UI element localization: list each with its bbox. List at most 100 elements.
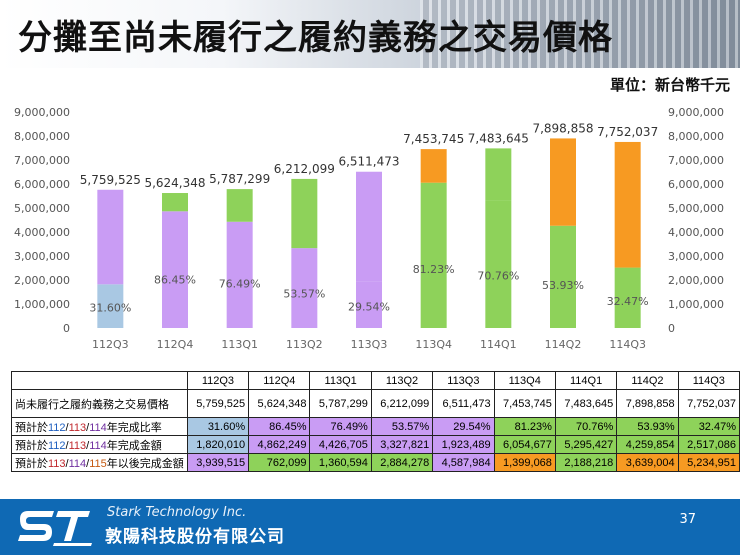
row-label-part: 年以後完成金額 [106,457,184,470]
row-label-part: 預計於 [15,439,48,452]
row-label-part: 113 [48,457,66,470]
footer-bar [0,499,740,555]
table-cell: 6,212,099 [370,389,434,418]
table-cell: 6,054,677 [493,435,556,454]
row-label-part: 114 [68,457,87,470]
data-table: 112Q3 112Q4 113Q1 113Q2 113Q3 113Q4 114Q1 114Q2… [11,371,740,472]
bar-remaining-113Q2 [291,178,318,249]
y-tick-label-left: 6,000,000 [14,178,70,191]
company-logo-icon [18,511,92,546]
table-row: 預計於113/114/115年以後完成金額 3,939,515 762,099 1,3… [11,453,740,472]
y-tick-label-right: 8,000,000 [668,130,724,143]
total-label-113Q4: 7,453,745 [403,132,464,146]
percent-label-114Q2: 53.93% [542,279,584,292]
bar-remaining-114Q1 [485,148,512,201]
unit-label: 單位：新台幣千元 [609,76,730,94]
x-tick-label-112Q4: 112Q4 [157,338,194,351]
row-label-part: / [65,457,69,470]
bar-remaining-113Q1 [226,189,253,222]
x-tick-label-114Q3: 114Q3 [609,338,646,351]
row-label-part: 年完成比率 [106,421,162,434]
table-cell: 31.60% [186,417,250,436]
x-tick-label-113Q4: 113Q4 [415,338,452,351]
x-tick-label-113Q2: 113Q2 [286,338,323,351]
percent-label-113Q1: 76.49% [219,278,261,291]
y-tick-label-right: 0 [668,322,675,335]
y-tick-label-left: 7,000,000 [14,154,70,167]
table-cell: 1,820,010 [186,435,250,454]
percent-label-113Q3: 29.54% [348,300,390,313]
col-header-113Q4: 113Q4 [493,371,556,390]
percent-label-112Q3: 31.60% [89,301,131,314]
table-cell: 1,399,068 [493,453,556,472]
row-label: 預計於112/113/114年完成比率 [11,417,188,436]
table-row: 預計於112/113/114年完成金額 1,820,010 4,862,249 4,4… [11,435,740,454]
table-cell: 1,923,489 [432,435,495,454]
bar-completed-113Q2 [291,248,318,328]
x-tick-label-113Q1: 113Q1 [221,338,258,351]
page-title: 分攤至尚未履行之履約義務之交易價格 [18,18,613,58]
company-name-en: Stark Technology Inc. [107,505,247,520]
header-banner [0,0,740,68]
x-tick-label-114Q2: 114Q2 [545,338,582,351]
x-tick-label-112Q3: 112Q3 [92,338,129,351]
row-label-part: 113 [68,439,87,452]
row-label-part: 112 [48,421,66,434]
y-tick-label-left: 1,000,000 [14,298,70,311]
row-label-part: 115 [89,457,107,470]
y-tick-label-right: 5,000,000 [668,202,724,215]
total-label-114Q2: 7,898,858 [532,121,593,135]
bar-completed-114Q3 [614,267,641,328]
y-tick-label-left: 9,000,000 [14,106,70,119]
bar-remaining-113Q4 [420,149,447,183]
total-label-113Q2: 6,212,099 [274,162,335,176]
total-label-114Q3: 7,752,037 [597,125,658,139]
table-cell: 7,483,645 [554,389,618,418]
percent-label-114Q1: 70.76% [477,270,519,283]
bar-completed-112Q3 [97,284,124,328]
x-tick-label-114Q1: 114Q1 [480,338,517,351]
total-label-113Q3: 6,511,473 [338,155,399,169]
col-header-112Q3: 112Q3 [186,371,250,390]
bar-remaining-112Q4 [162,193,188,212]
y-tick-label-right: 9,000,000 [668,106,724,119]
page-number: 37 [679,512,696,527]
y-tick-label-right: 7,000,000 [668,154,724,167]
table-cell: 7,752,037 [677,389,740,418]
y-tick-label-left: 3,000,000 [14,250,70,263]
table-cell: 5,234,951 [677,453,740,472]
y-tick-label-right: 4,000,000 [668,226,724,239]
total-label-113Q1: 5,787,299 [209,172,270,186]
table-cell: 5,624,348 [248,389,311,418]
col-header-113Q3: 113Q3 [432,371,495,390]
col-header-114Q3: 114Q3 [677,371,740,390]
row-label-part: 預計於 [15,421,48,434]
total-label-112Q4: 5,624,348 [144,176,205,190]
table-cell: 53.57% [370,417,434,436]
table-cell: 4,862,249 [248,435,311,454]
x-tick-label-113Q3: 113Q3 [351,338,388,351]
table-cell: 2,188,218 [554,453,618,472]
row-label-part: 114 [89,439,107,452]
row-label-part: 112 [48,439,66,452]
banner-building-pattern [420,0,740,68]
percent-label-114Q3: 32.47% [607,295,649,308]
y-tick-label-right: 2,000,000 [668,274,724,287]
stacked-bar-chart: 0 0 1,000,000 1,000,000 2,000,000 2,000,000 3,… [14,106,724,351]
table-cell: 5,759,525 [186,389,250,418]
bar-completed-113Q4 [420,182,447,328]
table-row: 尚未履行之履約義務之交易價格 5,759,525 5,624,348 5,787,29… [11,389,740,418]
bar-completed-114Q2 [550,225,576,328]
row-label-part: / [86,421,90,434]
table-cell: 70.76% [554,417,618,436]
y-tick-label-right: 1,000,000 [668,298,724,311]
table-cell: 32.47% [677,417,740,436]
col-header-114Q2: 114Q2 [616,371,679,390]
table-cell: 762,099 [248,453,311,472]
table-cell: 6,511,473 [432,389,495,418]
bar-completed-113Q3 [356,281,382,328]
total-label-114Q1: 7,483,645 [468,131,529,145]
row-label: 預計於112/113/114年完成金額 [11,435,188,454]
table-cell: 2,517,086 [677,435,740,454]
table-cell: 4,259,854 [616,435,679,454]
